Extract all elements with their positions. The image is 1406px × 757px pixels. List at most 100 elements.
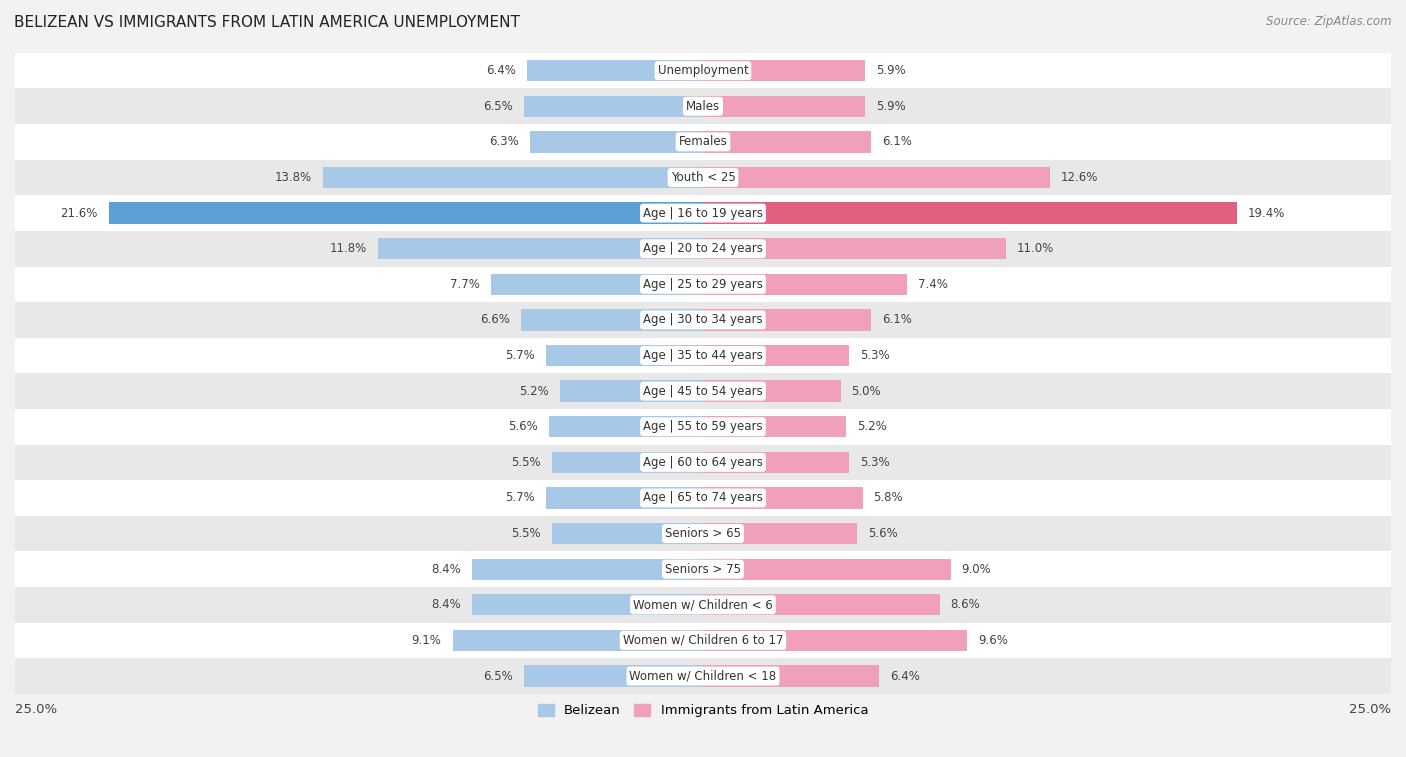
Bar [548,416,703,438]
Bar [15,373,1391,409]
Bar [15,480,1391,516]
Bar [703,202,1237,224]
Bar [108,202,703,224]
Bar [472,559,703,580]
Text: 5.6%: 5.6% [868,527,898,540]
Bar [703,131,870,153]
Text: 8.4%: 8.4% [432,598,461,612]
Bar [491,273,703,295]
Text: BELIZEAN VS IMMIGRANTS FROM LATIN AMERICA UNEMPLOYMENT: BELIZEAN VS IMMIGRANTS FROM LATIN AMERIC… [14,15,520,30]
Bar [703,594,939,615]
Bar [703,273,907,295]
Bar [703,559,950,580]
Bar [378,238,703,260]
Bar [546,345,703,366]
Bar [524,665,703,687]
Text: 7.7%: 7.7% [450,278,479,291]
Text: 9.0%: 9.0% [962,562,991,575]
Text: Age | 20 to 24 years: Age | 20 to 24 years [643,242,763,255]
Text: 6.3%: 6.3% [489,136,519,148]
Text: Age | 35 to 44 years: Age | 35 to 44 years [643,349,763,362]
Bar [15,266,1391,302]
Bar [551,523,703,544]
Text: Age | 25 to 29 years: Age | 25 to 29 years [643,278,763,291]
Bar [703,452,849,473]
Bar [15,231,1391,266]
Bar [703,416,846,438]
Bar [15,587,1391,622]
Text: 5.7%: 5.7% [505,491,536,504]
Text: 6.5%: 6.5% [484,100,513,113]
Text: 5.0%: 5.0% [852,385,882,397]
Bar [551,452,703,473]
Bar [703,60,865,81]
Text: 5.3%: 5.3% [860,456,890,469]
Text: Age | 55 to 59 years: Age | 55 to 59 years [643,420,763,433]
Text: Seniors > 65: Seniors > 65 [665,527,741,540]
Text: 5.5%: 5.5% [510,527,541,540]
Text: 11.0%: 11.0% [1017,242,1054,255]
Text: 5.9%: 5.9% [876,100,905,113]
Bar [530,131,703,153]
Bar [703,488,863,509]
Text: 5.9%: 5.9% [876,64,905,77]
Text: Women w/ Children < 18: Women w/ Children < 18 [630,669,776,683]
Bar [527,60,703,81]
Text: Women w/ Children < 6: Women w/ Children < 6 [633,598,773,612]
Bar [15,338,1391,373]
Text: Youth < 25: Youth < 25 [671,171,735,184]
Bar [15,409,1391,444]
Bar [15,551,1391,587]
Text: 5.2%: 5.2% [858,420,887,433]
Bar [546,488,703,509]
Bar [703,381,841,402]
Bar [522,310,703,331]
Text: Source: ZipAtlas.com: Source: ZipAtlas.com [1267,15,1392,28]
Text: Age | 30 to 34 years: Age | 30 to 34 years [643,313,763,326]
Bar [703,345,849,366]
Text: 5.8%: 5.8% [873,491,903,504]
Bar [453,630,703,651]
Text: 5.7%: 5.7% [505,349,536,362]
Bar [15,160,1391,195]
Text: Males: Males [686,100,720,113]
Bar [703,238,1005,260]
Text: 8.4%: 8.4% [432,562,461,575]
Bar [15,195,1391,231]
Bar [560,381,703,402]
Text: Unemployment: Unemployment [658,64,748,77]
Text: 25.0%: 25.0% [1348,702,1391,715]
Text: Age | 45 to 54 years: Age | 45 to 54 years [643,385,763,397]
Text: Women w/ Children 6 to 17: Women w/ Children 6 to 17 [623,634,783,647]
Text: 6.1%: 6.1% [882,313,911,326]
Bar [323,167,703,188]
Text: 19.4%: 19.4% [1249,207,1285,220]
Text: 9.6%: 9.6% [979,634,1008,647]
Bar [15,516,1391,551]
Bar [703,523,858,544]
Bar [15,622,1391,659]
Legend: Belizean, Immigrants from Latin America: Belizean, Immigrants from Latin America [533,699,873,722]
Text: Age | 16 to 19 years: Age | 16 to 19 years [643,207,763,220]
Bar [703,665,879,687]
Text: Females: Females [679,136,727,148]
Text: 6.4%: 6.4% [890,669,920,683]
Bar [703,167,1050,188]
Text: 11.8%: 11.8% [330,242,367,255]
Text: 6.5%: 6.5% [484,669,513,683]
Text: 5.5%: 5.5% [510,456,541,469]
Bar [524,95,703,117]
Text: 6.6%: 6.6% [481,313,510,326]
Bar [15,444,1391,480]
Text: 13.8%: 13.8% [276,171,312,184]
Text: 5.2%: 5.2% [519,385,548,397]
Bar [15,89,1391,124]
Text: 5.3%: 5.3% [860,349,890,362]
Text: 12.6%: 12.6% [1060,171,1098,184]
Text: Age | 65 to 74 years: Age | 65 to 74 years [643,491,763,504]
Text: 25.0%: 25.0% [15,702,58,715]
Text: 21.6%: 21.6% [60,207,97,220]
Text: 5.6%: 5.6% [508,420,538,433]
Bar [703,630,967,651]
Bar [15,53,1391,89]
